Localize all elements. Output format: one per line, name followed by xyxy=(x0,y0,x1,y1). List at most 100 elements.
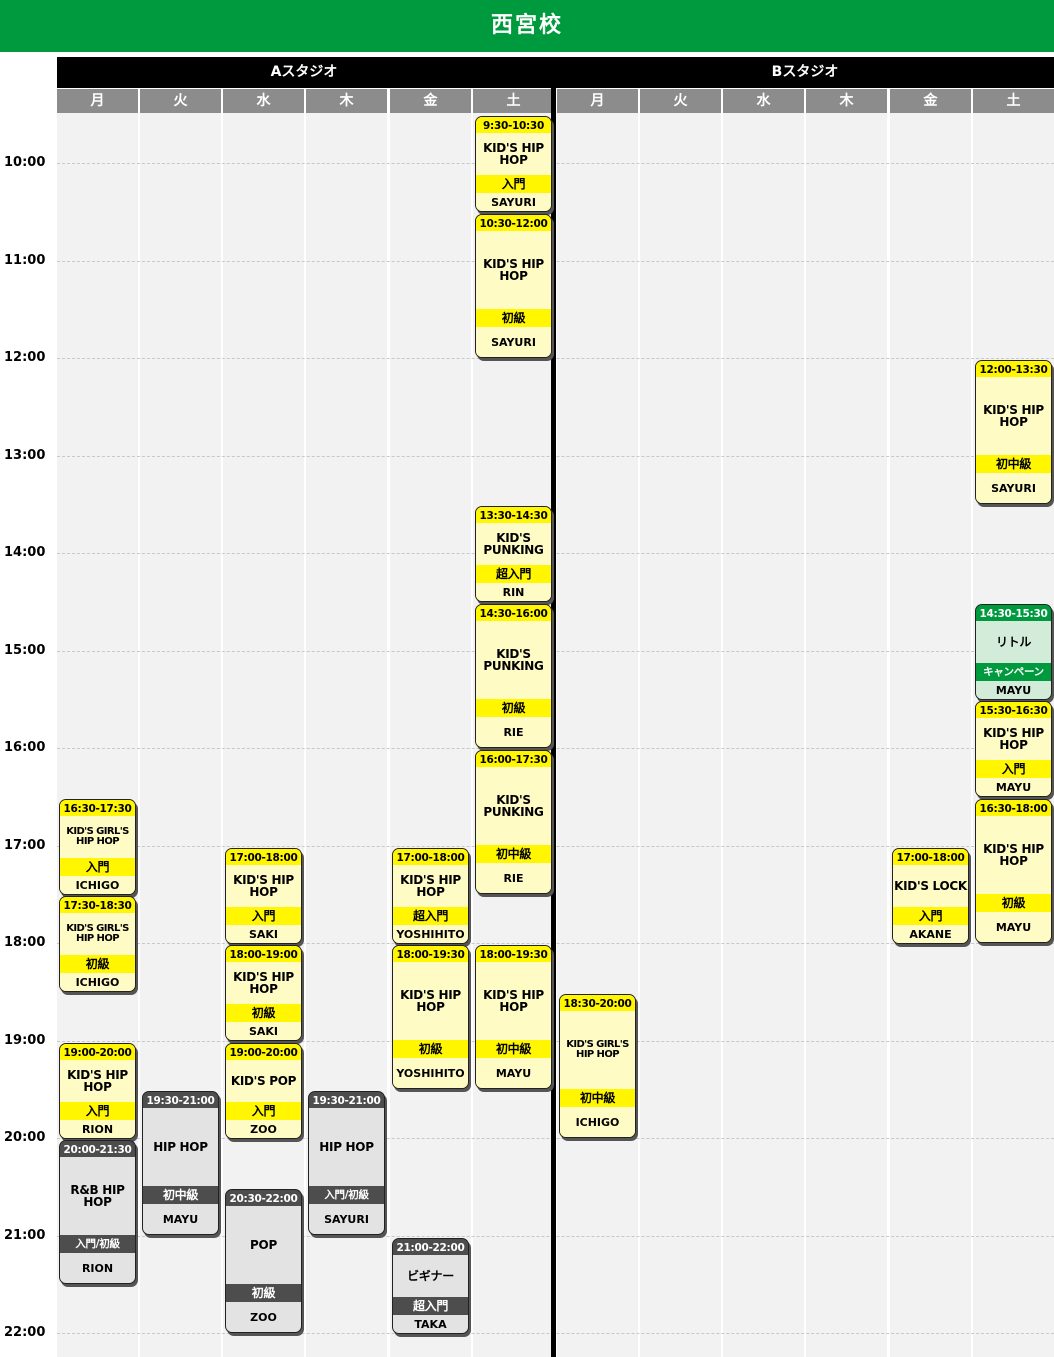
class-block[interactable]: 15:30-16:30 KID'S HIP HOP 入門 MAYU xyxy=(975,701,1052,797)
day-header: 金 xyxy=(390,89,471,113)
class-time: 16:00-17:30 xyxy=(476,751,551,767)
class-level: 初級 xyxy=(393,1040,468,1058)
day-column xyxy=(390,113,471,1357)
class-block[interactable]: 19:30-21:00 HIP HOP 入門/初級 SAYURI xyxy=(308,1091,385,1235)
class-block[interactable]: 10:30-12:00 KID'S HIP HOP 初級 SAYURI xyxy=(475,214,552,358)
day-column xyxy=(723,113,804,1357)
class-level: 初級 xyxy=(976,894,1051,912)
class-instructor: MAYU xyxy=(976,912,1051,942)
class-time: 18:00-19:30 xyxy=(393,946,468,962)
class-level: 入門 xyxy=(60,858,135,876)
class-block[interactable]: 17:30-18:30 KID'S GIRL'S HIP HOP 初級 ICHIGO xyxy=(59,896,136,992)
class-level: 初中級 xyxy=(476,845,551,863)
hour-label: 16:00 xyxy=(4,740,46,755)
class-block[interactable]: 18:00-19:30 KID'S HIP HOP 初中級 MAYU xyxy=(475,945,552,1089)
class-level: 入門 xyxy=(226,907,301,925)
class-name: KID'S HIP HOP xyxy=(393,865,468,907)
class-level: 初級 xyxy=(60,955,135,973)
class-block[interactable]: 19:30-21:00 HIP HOP 初中級 MAYU xyxy=(142,1091,219,1235)
class-block[interactable]: 16:00-17:30 KID'S PUNKING 初中級 RIE xyxy=(475,750,552,894)
hour-label: 18:00 xyxy=(4,935,46,950)
class-time: 19:30-21:00 xyxy=(143,1092,218,1108)
class-block[interactable]: 19:00-20:00 KID'S HIP HOP 入門 RION xyxy=(59,1043,136,1139)
class-level: 超入門 xyxy=(476,565,551,583)
day-column xyxy=(806,113,887,1357)
class-time: 12:00-13:30 xyxy=(976,361,1051,377)
class-block[interactable]: 12:00-13:30 KID'S HIP HOP 初中級 SAYURI xyxy=(975,360,1052,504)
class-name: KID'S POP xyxy=(226,1060,301,1102)
class-time: 16:30-18:00 xyxy=(976,800,1051,816)
day-header: 水 xyxy=(723,89,804,113)
class-block[interactable]: 21:00-22:00 ビギナー 超入門 TAKA xyxy=(392,1238,469,1334)
class-block[interactable]: 14:30-16:00 KID'S PUNKING 初級 RIE xyxy=(475,604,552,748)
hour-label: 14:00 xyxy=(4,545,46,560)
class-instructor: RION xyxy=(60,1120,135,1138)
class-block[interactable]: 17:00-18:00 KID'S LOCK 入門 AKANE xyxy=(892,848,969,944)
class-instructor: YOSHIHITO xyxy=(393,925,468,943)
class-name: ビギナー xyxy=(393,1255,468,1297)
class-block[interactable]: 16:30-18:00 KID'S HIP HOP 初級 MAYU xyxy=(975,799,1052,943)
class-instructor: TAKA xyxy=(393,1315,468,1333)
class-block[interactable]: 18:30-20:00 KID'S GIRL'S HIP HOP 初中級 ICHIGO xyxy=(559,994,636,1138)
hour-label: 13:00 xyxy=(4,448,46,463)
studio-a-header: Aスタジオ xyxy=(57,57,551,88)
class-name: KID'S PUNKING xyxy=(476,523,551,565)
class-block[interactable]: 9:30-10:30 KID'S HIP HOP 入門 SAYURI xyxy=(475,116,552,212)
class-level: 入門 xyxy=(976,760,1051,778)
class-name: KID'S HIP HOP xyxy=(976,718,1051,760)
class-name: リトル xyxy=(976,621,1051,663)
class-level: 入門 xyxy=(893,907,968,925)
class-level: 入門 xyxy=(476,175,551,193)
class-level: 初級 xyxy=(226,1284,301,1302)
class-block[interactable]: 18:00-19:30 KID'S HIP HOP 初級 YOSHIHITO xyxy=(392,945,469,1089)
day-header: 木 xyxy=(306,89,387,113)
class-instructor: YOSHIHITO xyxy=(393,1058,468,1088)
day-column xyxy=(223,113,304,1357)
class-level: 初級 xyxy=(476,309,551,327)
class-time: 21:00-22:00 xyxy=(393,1239,468,1255)
class-time: 18:00-19:30 xyxy=(476,946,551,962)
class-instructor: AKANE xyxy=(893,925,968,943)
class-block[interactable]: 19:00-20:00 KID'S POP 入門 ZOO xyxy=(225,1043,302,1139)
class-name: HIP HOP xyxy=(143,1108,218,1186)
hour-label: 19:00 xyxy=(4,1033,46,1048)
class-instructor: ICHIGO xyxy=(560,1107,635,1137)
hour-label: 22:00 xyxy=(4,1325,46,1340)
class-level: 初中級 xyxy=(143,1186,218,1204)
class-time: 16:30-17:30 xyxy=(60,800,135,816)
class-time: 18:30-20:00 xyxy=(560,995,635,1011)
class-block[interactable]: 17:00-18:00 KID'S HIP HOP 超入門 YOSHIHITO xyxy=(392,848,469,944)
class-name: KID'S HIP HOP xyxy=(976,816,1051,894)
class-level: キャンペーン xyxy=(976,663,1051,681)
class-time: 9:30-10:30 xyxy=(476,117,551,133)
class-block[interactable]: 14:30-15:30 リトル キャンペーン MAYU xyxy=(975,604,1052,700)
class-time: 19:00-20:00 xyxy=(60,1044,135,1060)
class-name: KID'S PUNKING xyxy=(476,621,551,699)
class-time: 15:30-16:30 xyxy=(976,702,1051,718)
class-time: 20:00-21:30 xyxy=(60,1141,135,1157)
class-instructor: RIE xyxy=(476,717,551,747)
class-block[interactable]: 20:30-22:00 POP 初級 ZOO xyxy=(225,1189,302,1333)
class-instructor: RIN xyxy=(476,583,551,601)
class-block[interactable]: 17:00-18:00 KID'S HIP HOP 入門 SAKI xyxy=(225,848,302,944)
class-block[interactable]: 13:30-14:30 KID'S PUNKING 超入門 RIN xyxy=(475,506,552,602)
day-header: 月 xyxy=(57,89,138,113)
class-level: 初中級 xyxy=(476,1040,551,1058)
class-block[interactable]: 18:00-19:00 KID'S HIP HOP 初級 SAKI xyxy=(225,945,302,1041)
class-name: HIP HOP xyxy=(309,1108,384,1186)
class-level: 初級 xyxy=(226,1004,301,1022)
class-level: 入門/初級 xyxy=(60,1235,135,1253)
class-block[interactable]: 16:30-17:30 KID'S GIRL'S HIP HOP 入門 ICHIGO xyxy=(59,799,136,895)
hour-label: 11:00 xyxy=(4,253,46,268)
class-time: 17:00-18:00 xyxy=(893,849,968,865)
class-instructor: RION xyxy=(60,1253,135,1283)
class-name: KID'S HIP HOP xyxy=(60,1060,135,1102)
class-name: KID'S HIP HOP xyxy=(226,962,301,1004)
class-instructor: SAYURI xyxy=(476,193,551,211)
class-block[interactable]: 20:00-21:30 R&B HIP HOP 入門/初級 RION xyxy=(59,1140,136,1284)
class-time: 14:30-16:00 xyxy=(476,605,551,621)
class-name: POP xyxy=(226,1206,301,1284)
studio-divider xyxy=(551,57,556,1357)
page-title: 西宮校 xyxy=(0,0,1054,52)
class-time: 17:00-18:00 xyxy=(226,849,301,865)
